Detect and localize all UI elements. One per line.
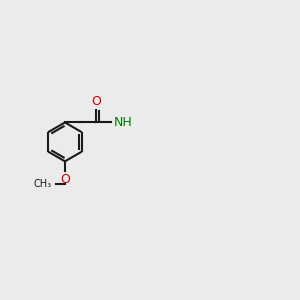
Text: O: O — [91, 94, 101, 108]
Text: CH₃: CH₃ — [33, 179, 52, 189]
Text: O: O — [60, 173, 70, 186]
Text: NH: NH — [114, 116, 133, 129]
